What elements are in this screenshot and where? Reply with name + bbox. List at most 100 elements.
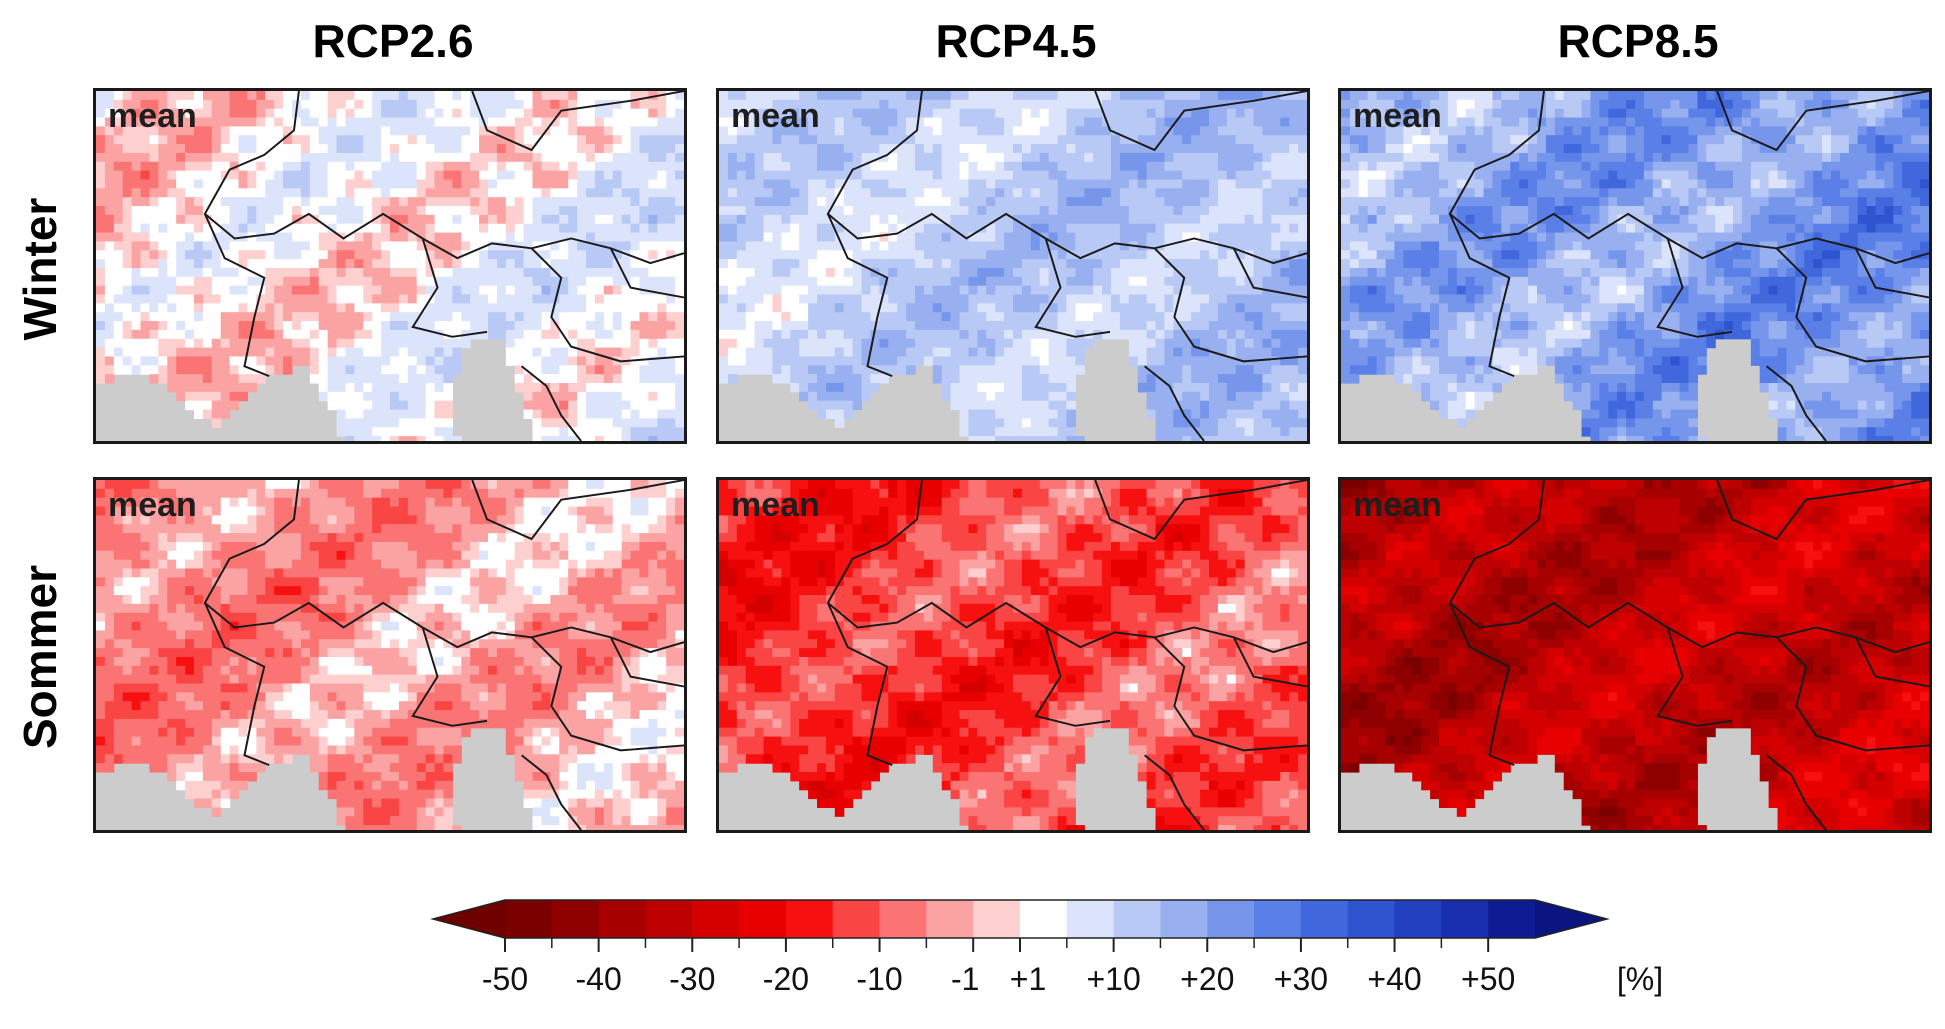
heatmap-cell	[194, 170, 204, 181]
heatmap-cell	[425, 99, 436, 110]
heatmap-cell	[834, 161, 845, 172]
heatmap-cell	[941, 312, 952, 322]
heatmap-cell	[1617, 108, 1627, 119]
heatmap-cell	[834, 108, 845, 119]
heatmap-cell	[1004, 259, 1014, 269]
heatmap-cell	[888, 206, 898, 216]
heatmap-cell	[1483, 108, 1494, 119]
heatmap-cell	[586, 152, 596, 163]
heatmap-cell	[372, 170, 382, 181]
heatmap-cell	[1111, 303, 1121, 313]
heatmap-cell	[1253, 400, 1264, 411]
heatmap-cell	[603, 436, 614, 441]
heatmap-cell	[1164, 241, 1174, 251]
heatmap-cell	[977, 329, 987, 340]
heatmap-cell	[532, 214, 543, 225]
heatmap-cell	[1146, 267, 1157, 278]
heatmap-cell	[586, 285, 596, 296]
heatmap-cell	[425, 223, 436, 234]
heatmap-cell	[1262, 347, 1272, 358]
heatmap-cell	[915, 170, 925, 181]
heatmap-cell	[283, 312, 293, 322]
heatmap-cell	[113, 321, 124, 331]
heatmap-cell	[1244, 374, 1255, 384]
heatmap-cell	[1200, 294, 1210, 304]
heatmap-cell	[425, 206, 436, 216]
heatmap-cell	[1289, 427, 1299, 437]
heatmap-cell	[220, 214, 231, 225]
heatmap-cell	[861, 161, 872, 172]
heatmap-cell	[1155, 391, 1166, 402]
heatmap-cell	[274, 170, 284, 181]
heatmap-cell	[1075, 232, 1085, 243]
heatmap-cell	[149, 135, 159, 145]
heatmap-cell	[318, 232, 329, 243]
heatmap-cell	[772, 250, 782, 260]
heatmap-cell	[745, 91, 756, 101]
heatmap-cell	[1030, 338, 1041, 349]
heatmap-cell	[817, 294, 827, 304]
heatmap-cell	[1066, 91, 1076, 101]
heatmap-cell	[292, 321, 302, 331]
heatmap-cell	[1235, 418, 1246, 428]
heatmap-cell	[113, 91, 124, 101]
heatmap-cell	[1048, 374, 1059, 384]
heatmap-cell	[995, 356, 1005, 366]
heatmap-cell	[977, 99, 987, 110]
heatmap-cell	[300, 188, 311, 198]
heatmap-cell	[594, 356, 605, 366]
heatmap-cell	[461, 223, 471, 234]
heatmap-cell	[648, 436, 658, 441]
heatmap-cell	[550, 126, 560, 136]
heatmap-cell	[1244, 91, 1255, 101]
heatmap-cell	[932, 152, 943, 163]
heatmap-cell	[736, 321, 747, 331]
heatmap-cell	[452, 108, 462, 119]
heatmap-cell	[1253, 338, 1264, 349]
heatmap-cell	[131, 321, 142, 331]
heatmap-cell	[229, 91, 240, 101]
heatmap-cell	[808, 152, 818, 163]
heatmap-cell	[906, 206, 916, 216]
heatmap-cell	[1075, 347, 1085, 358]
heatmap-cell	[968, 241, 978, 251]
heatmap-cell	[390, 214, 400, 225]
heatmap-cell	[772, 276, 782, 287]
heatmap-cell	[630, 214, 641, 225]
heatmap-cell	[825, 409, 836, 419]
heatmap-cell	[185, 126, 195, 136]
heatmap-cell	[229, 223, 240, 234]
heatmap-cell	[532, 206, 543, 216]
heatmap-cell	[568, 170, 578, 181]
heatmap-cell	[1004, 436, 1014, 441]
heatmap-cell	[1235, 170, 1246, 181]
heatmap-cell	[176, 241, 186, 251]
heatmap-cell	[772, 188, 782, 198]
heatmap-cell	[443, 250, 453, 260]
heatmap-cell	[1146, 197, 1157, 207]
heatmap-cell	[888, 294, 898, 304]
heatmap-cell	[888, 267, 898, 278]
heatmap-cell	[639, 374, 649, 384]
heatmap-cell	[407, 347, 418, 358]
heatmap-cell	[354, 303, 364, 313]
heatmap-cell	[550, 427, 560, 437]
heatmap-cell	[1244, 108, 1255, 119]
heatmap-cell	[345, 400, 355, 411]
heatmap-cell	[1146, 135, 1157, 145]
heatmap-cell	[639, 161, 649, 172]
heatmap-cell	[1102, 91, 1112, 101]
heatmap-cell	[283, 214, 293, 225]
heatmap-cell	[630, 294, 641, 304]
heatmap-cell	[194, 206, 204, 216]
heatmap-cell	[1217, 117, 1228, 127]
heatmap-cell	[238, 294, 249, 304]
heatmap-cell	[479, 250, 489, 260]
heatmap-cell	[639, 312, 649, 322]
heatmap-cell	[434, 117, 445, 127]
heatmap-cell	[407, 374, 418, 384]
heatmap-cell	[719, 338, 729, 349]
heatmap-cell	[995, 391, 1005, 402]
heatmap-cell	[96, 179, 106, 189]
heatmap-cell	[96, 338, 106, 349]
